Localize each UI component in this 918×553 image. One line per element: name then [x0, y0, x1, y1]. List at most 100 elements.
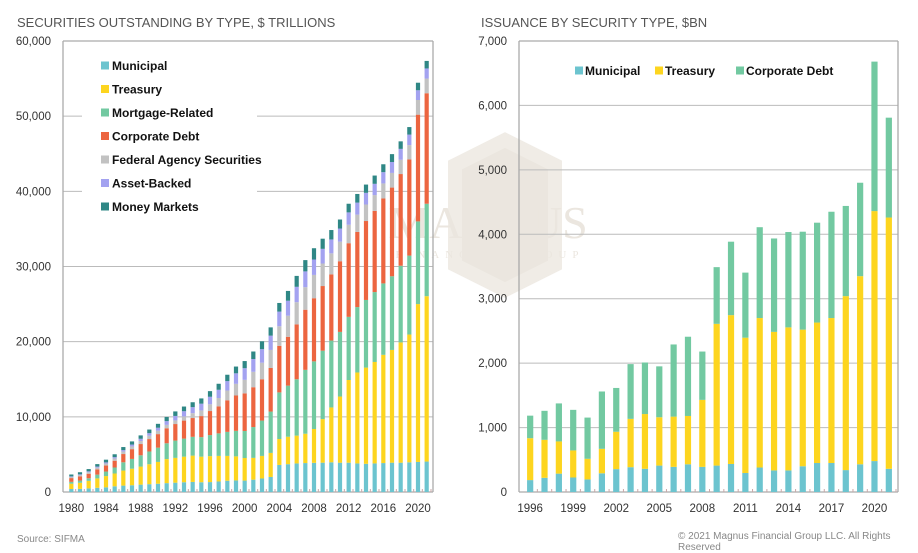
bar-segment-corporate-debt-2005: [656, 366, 663, 418]
bar-segment-money-markets-2007: [303, 260, 308, 272]
bar-segment-municipal-2017: [828, 463, 835, 492]
y-tick-label: 1,000: [478, 423, 507, 435]
bar-segment-asset-backed-1993: [181, 411, 187, 417]
bar-segment-treasury-1998: [555, 441, 562, 474]
x-tick-label: 2017: [819, 503, 845, 515]
bar-segment-corporate-debt-2019: [407, 159, 412, 256]
bar-segment-mortgage-related-1994: [190, 436, 195, 456]
bar-segment-municipal-2008: [699, 466, 706, 492]
bar-segment-mortgage-related-1982: [86, 478, 91, 481]
bar-segment-mortgage-related-2019: [407, 255, 412, 335]
bar-segment-corporate-debt-2015: [372, 210, 377, 293]
bar-segment-treasury-1981: [77, 482, 83, 489]
bar-segment-money-markets-2001: [251, 351, 256, 360]
bar-segment-asset-backed-2005: [285, 300, 291, 316]
bar-segment-mortgage-related-2011: [337, 331, 343, 397]
bar-segment-municipal-1998: [555, 473, 562, 492]
bar-segment-federal-agency-securities-1999: [233, 383, 239, 396]
bar-segment-treasury-2008: [311, 429, 317, 463]
bar-segment-asset-backed-1990: [155, 427, 161, 431]
right-chart-title: ISSUANCE BY SECURITY TYPE, $BN: [481, 15, 708, 30]
bar-segment-federal-agency-securities-1991: [164, 424, 169, 429]
bar-segment-federal-agency-securities-1988: [138, 441, 143, 445]
bar-segment-mortgage-related-1986: [121, 462, 126, 471]
bar-segment-corporate-debt-2019: [857, 182, 864, 277]
bar-segment-federal-agency-securities-2019: [407, 145, 412, 160]
legend-label: Treasury: [112, 83, 162, 97]
bar-segment-federal-agency-securities-2012: [346, 224, 351, 244]
bar-segment-asset-backed-2010: [329, 239, 334, 254]
bar-segment-corporate-debt-2000: [584, 417, 591, 459]
bar-segment-corporate-debt-1991: [164, 428, 169, 444]
y-tick-label: 40,000: [16, 186, 51, 198]
bar-segment-mortgage-related-1992: [173, 440, 178, 458]
bar-segment-municipal-2021: [424, 461, 429, 492]
bar-segment-municipal-2015: [372, 463, 377, 492]
bar-segment-treasury-1989: [147, 464, 152, 485]
y-tick-label: 7,000: [478, 36, 507, 48]
bar-segment-federal-agency-securities-2014: [363, 204, 369, 222]
x-tick-label: 2011: [733, 503, 758, 515]
bar-segment-treasury-2021: [424, 296, 429, 462]
bar-segment-corporate-debt-1982: [86, 473, 91, 479]
bar-segment-corporate-debt-2002: [259, 379, 265, 421]
bar-segment-municipal-1999: [570, 477, 577, 492]
bar-segment-mortgage-related-2014: [363, 299, 369, 368]
bar-segment-corporate-debt-2002: [613, 387, 620, 432]
bar-segment-treasury-1992: [173, 457, 178, 483]
bar-segment-municipal-2018: [398, 462, 403, 492]
bar-segment-treasury-2016: [381, 354, 386, 464]
bar-segment-mortgage-related-2007: [303, 369, 308, 434]
bar-segment-municipal-2008: [311, 462, 317, 492]
x-tick-label: 2000: [232, 503, 258, 515]
bar-segment-federal-agency-securities-2011: [337, 241, 343, 262]
bar-segment-asset-backed-1989: [147, 433, 152, 436]
bar-segment-asset-backed-1999: [233, 373, 239, 384]
x-tick-label: 2012: [336, 503, 362, 515]
bar-segment-mortgage-related-2021: [424, 203, 429, 297]
bar-segment-mortgage-related-1996: [207, 435, 213, 457]
bar-segment-money-markets-2019: [407, 127, 412, 135]
bar-segment-treasury-2020: [871, 211, 878, 462]
bar-segment-treasury-2013: [770, 331, 778, 471]
bar-segment-municipal-1995: [199, 482, 204, 492]
bar-segment-municipal-2007: [303, 463, 308, 492]
bar-segment-money-markets-2005: [285, 290, 291, 301]
bar-segment-mortgage-related-1995: [199, 437, 204, 457]
bar-segment-mortgage-related-2016: [381, 283, 386, 355]
bar-segment-asset-backed-1998: [225, 381, 230, 391]
bar-segment-municipal-1980: [69, 488, 74, 492]
bar-segment-corporate-debt-2012: [756, 227, 763, 319]
bar-segment-corporate-debt-1993: [181, 420, 187, 439]
bar-segment-treasury-1986: [121, 470, 126, 486]
legend: Municipal Treasury Corporate Debt: [575, 64, 833, 78]
bar-segment-mortgage-related-2005: [285, 385, 291, 437]
bar-segment-corporate-debt-2011: [742, 272, 749, 338]
bar-segment-asset-backed-2000: [242, 368, 247, 380]
bar-segment-mortgage-related-2006: [294, 379, 299, 436]
bar-segment-treasury-1996: [207, 456, 213, 483]
bar-segment-treasury-2014: [785, 327, 792, 471]
bar-segment-asset-backed-1991: [164, 421, 169, 425]
bar-segment-corporate-debt-2017: [389, 187, 395, 277]
bar-segment-treasury-1996: [527, 438, 534, 481]
bar-segment-municipal-1982: [86, 488, 91, 492]
bar-segment-treasury-1994: [190, 455, 195, 482]
bar-segment-money-markets-1985: [112, 454, 117, 458]
bar-segment-corporate-debt-2009: [713, 267, 720, 324]
bar-segment-corporate-debt-2015: [799, 231, 806, 330]
y-tick-label: 0: [501, 487, 507, 499]
bar-segment-treasury-2017: [389, 349, 395, 463]
bar-segment-municipal-1993: [181, 482, 187, 492]
bar-segment-municipal-1991: [164, 483, 169, 492]
bar-segment-municipal-2014: [785, 470, 792, 492]
bar-segment-corporate-debt-2000: [242, 393, 247, 431]
bar-segment-federal-agency-securities-1980: [69, 476, 74, 479]
bar-segment-money-markets-2009: [320, 238, 325, 249]
bar-segment-treasury-2004: [277, 439, 282, 465]
bar-segment-asset-backed-1996: [207, 396, 213, 405]
bar-segment-municipal-2010: [727, 463, 735, 492]
bar-segment-asset-backed-2014: [363, 192, 369, 205]
bar-segment-treasury-2009: [320, 419, 325, 463]
bar-segment-corporate-debt-2007: [303, 309, 308, 370]
